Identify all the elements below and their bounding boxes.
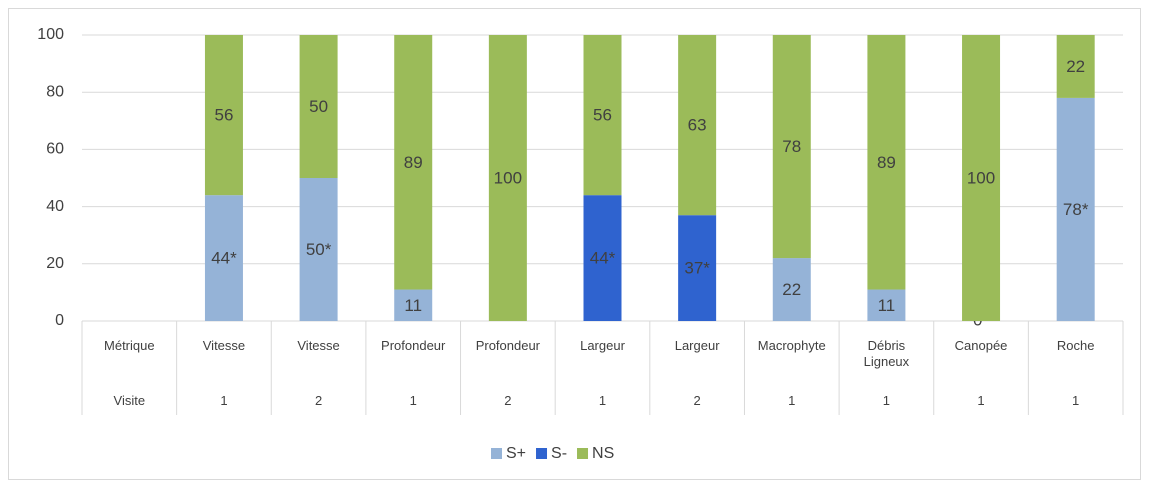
y-tick-label: 80 bbox=[46, 83, 64, 100]
legend-label: S+ bbox=[506, 445, 526, 462]
data-label: 44* bbox=[211, 249, 237, 268]
x-tick-label: 1 bbox=[1072, 393, 1080, 408]
x-tick-label: 2 bbox=[693, 393, 701, 408]
x-tick-label: Profondeur bbox=[381, 338, 446, 353]
data-label: 37* bbox=[684, 259, 710, 278]
bar-segment bbox=[204, 195, 243, 321]
bar-segment bbox=[1056, 97, 1095, 321]
level-name: Métrique bbox=[104, 338, 155, 353]
bar-segment bbox=[488, 35, 527, 321]
data-label: 63 bbox=[688, 116, 707, 135]
x-tick-label: Canopée bbox=[954, 338, 1008, 353]
bar-segment bbox=[394, 35, 433, 290]
bar-segment bbox=[678, 35, 717, 216]
bar-segment bbox=[299, 35, 338, 178]
bar-segment bbox=[299, 178, 338, 321]
data-label: 11 bbox=[404, 296, 422, 315]
data-label: 78 bbox=[782, 137, 801, 156]
data-label: 89 bbox=[877, 153, 896, 172]
bar-segment bbox=[583, 35, 622, 196]
data-label: 56 bbox=[214, 106, 233, 125]
bar-segment bbox=[772, 258, 811, 321]
data-label: 78* bbox=[1063, 200, 1089, 219]
x-tick-label: Largeur bbox=[580, 338, 625, 353]
bar-segment bbox=[204, 35, 243, 196]
bar-segment bbox=[678, 215, 717, 321]
data-label: 56 bbox=[593, 106, 612, 125]
x-tick-label: Débris Ligneux bbox=[863, 338, 910, 369]
y-tick-label: 40 bbox=[46, 198, 64, 215]
data-label: 22 bbox=[1066, 57, 1085, 76]
x-tick-label: Vitesse bbox=[202, 338, 246, 353]
legend-label: NS bbox=[592, 445, 614, 462]
data-label: 50* bbox=[306, 240, 332, 259]
data-label: 22 bbox=[782, 280, 801, 299]
data-label: 44* bbox=[590, 249, 616, 268]
y-tick-label: 60 bbox=[46, 141, 64, 158]
legend-swatch bbox=[577, 448, 589, 459]
data-label: 89 bbox=[404, 153, 423, 172]
data-label: 100 bbox=[494, 168, 522, 187]
x-tick-label: Vitesse bbox=[297, 338, 340, 353]
bar-segment bbox=[1056, 35, 1095, 98]
y-tick-label: 20 bbox=[46, 255, 64, 272]
y-tick-label: 100 bbox=[37, 26, 64, 43]
legend-label: S- bbox=[551, 445, 567, 462]
x-tick-label: Roche bbox=[1056, 338, 1095, 353]
x-tick-label: 2 bbox=[504, 393, 512, 408]
x-tick-label: Largeur bbox=[674, 338, 720, 353]
bar-segment bbox=[394, 289, 433, 321]
bar-segment bbox=[772, 35, 811, 259]
legend-swatch bbox=[491, 448, 502, 459]
data-label: 50 bbox=[309, 97, 328, 116]
legend-swatch bbox=[536, 448, 548, 459]
x-tick-label: 1 bbox=[409, 393, 417, 408]
data-label: 11 bbox=[878, 296, 896, 315]
x-tick-label: Macrophyte bbox=[757, 338, 826, 353]
chart-border bbox=[8, 8, 1141, 480]
x-tick-label: 1 bbox=[977, 393, 985, 408]
x-tick-label: Profondeur bbox=[475, 338, 541, 353]
x-tick-label: 2 bbox=[314, 393, 323, 408]
x-tick-label: 1 bbox=[598, 393, 607, 408]
bar-segment bbox=[867, 35, 906, 290]
bar-segment bbox=[583, 195, 622, 321]
x-tick-label: 1 bbox=[788, 393, 796, 408]
bar-segment bbox=[962, 35, 1001, 321]
y-tick-label: 0 bbox=[55, 312, 64, 329]
x-tick-label: 1 bbox=[882, 393, 891, 408]
x-tick-label: 1 bbox=[220, 393, 228, 408]
bar-segment bbox=[867, 289, 906, 321]
data-label: 100 bbox=[967, 168, 995, 187]
level-name: Visite bbox=[113, 393, 146, 408]
